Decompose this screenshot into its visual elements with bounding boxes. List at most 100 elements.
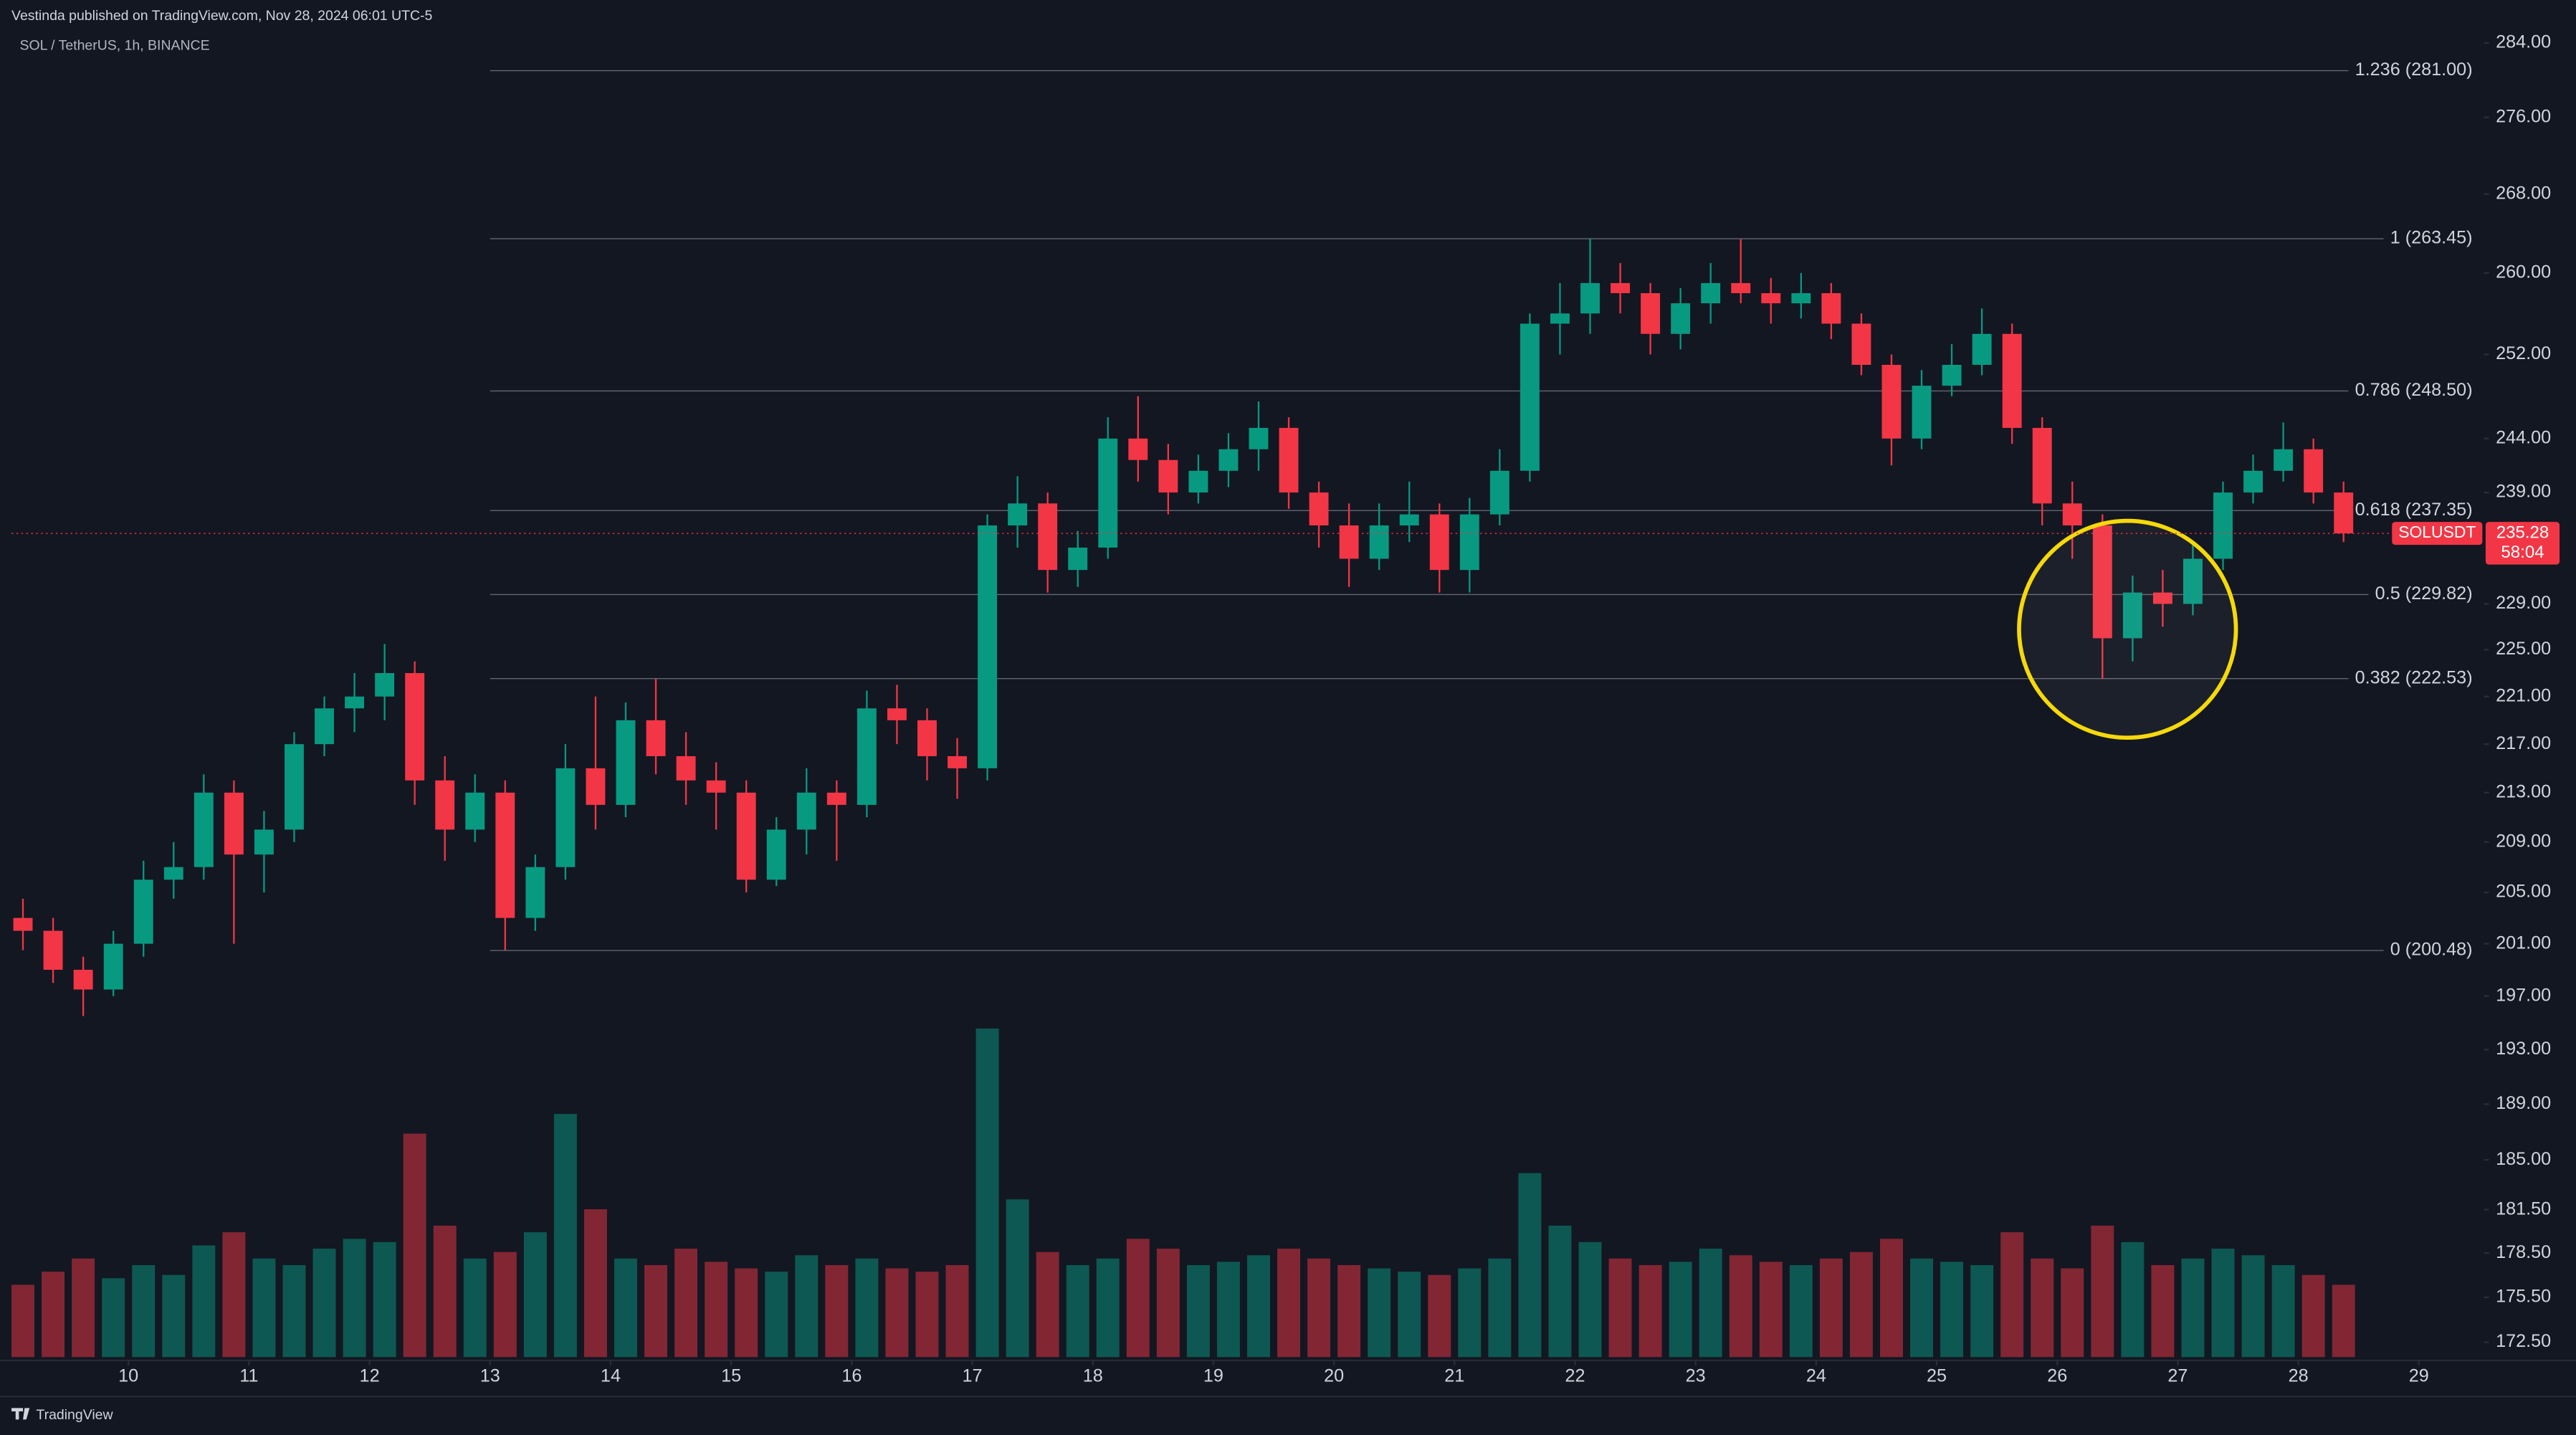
volume-bar bbox=[42, 1272, 65, 1358]
volume-bar bbox=[1398, 1272, 1421, 1358]
volume-bar bbox=[2332, 1284, 2355, 1358]
volume-bar bbox=[945, 1264, 969, 1358]
x-tick-label: 17 bbox=[963, 1365, 983, 1386]
candle-body bbox=[857, 708, 877, 805]
candle-body bbox=[555, 768, 576, 867]
footer-bar bbox=[0, 1396, 2576, 1435]
volume-bar bbox=[915, 1272, 939, 1358]
volume-bar bbox=[1940, 1262, 1964, 1358]
volume-bar bbox=[2211, 1249, 2235, 1358]
candle-body bbox=[1851, 323, 1871, 365]
volume-bar bbox=[1548, 1225, 1572, 1358]
price-tag-label: 235.28 bbox=[2496, 523, 2549, 542]
candle-body bbox=[194, 792, 214, 867]
volume-bar bbox=[1126, 1239, 1150, 1358]
volume-bar bbox=[1789, 1264, 1813, 1358]
volume-bar bbox=[2181, 1258, 2205, 1358]
candle-body bbox=[1309, 492, 1329, 526]
candle-body bbox=[435, 780, 455, 830]
candle-body bbox=[1098, 438, 1118, 548]
volume-bar bbox=[674, 1249, 698, 1358]
candle-body bbox=[1912, 386, 1932, 439]
countdown-label: 58:04 bbox=[2501, 543, 2544, 562]
candles bbox=[13, 239, 2354, 1016]
candle-body bbox=[1068, 547, 1088, 571]
price-tag bbox=[2485, 522, 2560, 565]
volume-bar bbox=[313, 1249, 336, 1358]
footer-brand: TradingView bbox=[36, 1407, 113, 1423]
candle-body bbox=[586, 768, 606, 805]
symbol-tag bbox=[2392, 522, 2483, 545]
candle-body bbox=[1008, 503, 1028, 526]
y-tick-label: 229.00 bbox=[2496, 593, 2551, 613]
candle-body bbox=[1128, 438, 1148, 460]
candle-body bbox=[1881, 364, 1902, 439]
x-tick-label: 21 bbox=[1444, 1365, 1464, 1386]
y-tick-label: 181.50 bbox=[2496, 1198, 2551, 1219]
candle-body bbox=[706, 780, 726, 793]
volume-bar bbox=[373, 1241, 396, 1358]
x-tick-label: 13 bbox=[480, 1365, 500, 1386]
candle-body bbox=[43, 930, 63, 970]
fib-label: 1 (263.45) bbox=[2390, 228, 2473, 248]
y-tick-label: 209.00 bbox=[2496, 831, 2551, 851]
x-tick-label: 22 bbox=[1565, 1365, 1585, 1386]
volume-bar bbox=[1156, 1249, 1180, 1358]
volume-bar bbox=[644, 1264, 668, 1358]
volume-bar bbox=[1096, 1258, 1120, 1358]
volume-bar bbox=[1186, 1264, 1210, 1358]
volume-bar bbox=[765, 1272, 788, 1358]
volume-bar bbox=[1910, 1258, 1934, 1358]
volume-bar bbox=[885, 1268, 909, 1358]
candle-body bbox=[646, 720, 666, 756]
volume-bar bbox=[583, 1209, 607, 1358]
volume-bar bbox=[1608, 1258, 1632, 1358]
candle-body bbox=[796, 792, 816, 830]
volume-bar bbox=[2241, 1255, 2265, 1358]
fib-label: 0 (200.48) bbox=[2390, 940, 2473, 960]
fib-label: 0.786 (248.50) bbox=[2355, 380, 2473, 400]
candle-body bbox=[315, 708, 334, 745]
candle-body bbox=[1399, 514, 1419, 526]
candle-body bbox=[2032, 427, 2052, 504]
candle-body bbox=[73, 969, 93, 990]
candle-body bbox=[1369, 525, 1389, 559]
volume-bar bbox=[614, 1258, 637, 1358]
volume-bar bbox=[1699, 1249, 1722, 1358]
candle-body bbox=[1580, 282, 1600, 314]
highlight-circle bbox=[2017, 518, 2238, 740]
volume-bar bbox=[1006, 1199, 1029, 1358]
candle-body bbox=[224, 792, 244, 855]
candle-body bbox=[2152, 592, 2172, 604]
volume-bar bbox=[523, 1232, 547, 1358]
volume-bar bbox=[1669, 1262, 1692, 1358]
x-tick-label: 12 bbox=[360, 1365, 380, 1386]
candle-body bbox=[254, 829, 274, 855]
candle-body bbox=[2183, 558, 2203, 604]
candle-body bbox=[917, 720, 937, 756]
volume-bar bbox=[2271, 1264, 2295, 1358]
y-tick-label: 284.00 bbox=[2496, 32, 2551, 52]
axes: 172.50 175.50 178.50 181.50 185.00 189.00 193.… bbox=[11, 32, 2560, 1386]
x-tick-label: 11 bbox=[239, 1365, 258, 1386]
symbol-title: SOL / TetherUS, 1h, BINANCE bbox=[20, 37, 210, 53]
candle-body bbox=[1671, 303, 1691, 334]
candle-body bbox=[1611, 282, 1631, 293]
volume-bar bbox=[795, 1255, 819, 1358]
volume-bar bbox=[1518, 1173, 1542, 1358]
y-tick-label: 244.00 bbox=[2496, 427, 2551, 447]
candle-body bbox=[1550, 313, 1570, 324]
y-tick-label: 193.00 bbox=[2496, 1039, 2551, 1059]
volume-bar bbox=[1578, 1241, 1602, 1358]
candle-body bbox=[1188, 470, 1208, 493]
volume-bar bbox=[2000, 1232, 2024, 1358]
volume-bar bbox=[1849, 1252, 1873, 1358]
x-tick-label: 29 bbox=[2409, 1365, 2429, 1386]
candle-body bbox=[1218, 449, 1239, 471]
volume-bar bbox=[222, 1232, 246, 1358]
volume-bar bbox=[1488, 1258, 1512, 1358]
volume-bar bbox=[192, 1245, 216, 1358]
candle-body bbox=[1489, 470, 1509, 515]
